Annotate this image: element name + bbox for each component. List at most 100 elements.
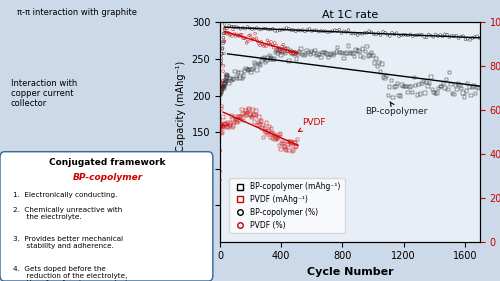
Point	[220, 84, 228, 89]
Point	[228, 77, 236, 81]
Point	[288, 51, 296, 55]
Point	[220, 39, 228, 43]
Point	[270, 131, 278, 136]
Point	[226, 121, 234, 125]
Point	[410, 75, 418, 80]
Point	[262, 130, 270, 135]
Point	[269, 136, 277, 140]
Point	[322, 51, 330, 55]
Point	[457, 34, 465, 39]
Point	[240, 74, 248, 78]
Point	[270, 133, 278, 137]
Point	[220, 81, 228, 85]
Point	[220, 31, 228, 36]
Point	[256, 123, 264, 127]
Point	[217, 62, 225, 66]
Point	[220, 39, 228, 44]
Point	[241, 26, 249, 31]
Point	[274, 29, 281, 33]
Point	[220, 86, 228, 90]
Point	[386, 34, 394, 38]
Point	[232, 117, 240, 122]
Point	[412, 83, 420, 88]
Point	[436, 84, 444, 89]
Point	[216, 116, 224, 121]
Point	[254, 61, 262, 65]
Point	[216, 130, 224, 135]
Point	[233, 120, 241, 125]
Point	[448, 91, 456, 96]
Point	[258, 58, 266, 63]
Point	[219, 39, 227, 44]
Point	[363, 31, 371, 35]
Point	[225, 123, 233, 127]
Point	[242, 41, 250, 45]
Point	[311, 48, 319, 53]
Point	[442, 78, 450, 82]
Point	[261, 126, 269, 131]
Point	[268, 132, 276, 136]
Point	[236, 26, 244, 31]
Point	[290, 140, 298, 144]
Point	[234, 76, 241, 81]
Point	[266, 124, 274, 129]
Point	[218, 47, 226, 51]
Point	[236, 34, 244, 38]
Point	[270, 46, 278, 50]
Point	[218, 46, 226, 50]
Point	[220, 64, 228, 68]
Point	[376, 70, 384, 74]
Point	[250, 120, 258, 124]
Point	[262, 60, 270, 65]
Point	[260, 135, 268, 140]
Point	[226, 33, 234, 37]
Point	[228, 34, 236, 38]
Point	[430, 35, 438, 39]
Point	[284, 46, 292, 51]
Point	[342, 51, 349, 55]
Point	[276, 28, 283, 33]
Point	[218, 124, 226, 129]
Point	[229, 27, 237, 32]
Point	[248, 36, 256, 41]
Point	[277, 49, 285, 53]
Point	[267, 127, 275, 131]
Point	[255, 115, 263, 119]
Point	[330, 28, 338, 32]
Point	[248, 27, 256, 31]
Point	[241, 114, 249, 118]
Point	[324, 30, 332, 35]
Point	[236, 114, 244, 119]
Point	[272, 43, 280, 48]
Point	[290, 148, 298, 152]
Point	[218, 130, 226, 134]
Point	[264, 27, 272, 32]
Point	[346, 51, 354, 56]
Point	[269, 57, 277, 62]
Point	[326, 52, 334, 57]
Point	[218, 52, 226, 56]
Point	[219, 41, 227, 46]
Point	[281, 144, 289, 149]
Point	[262, 26, 270, 31]
Point	[303, 48, 311, 53]
Text: BP-copolymer: BP-copolymer	[72, 173, 142, 182]
Point	[362, 49, 370, 54]
Point	[422, 80, 430, 85]
Point	[248, 115, 256, 120]
Point	[239, 111, 247, 115]
Point	[464, 37, 472, 41]
Point	[369, 53, 377, 58]
Point	[278, 141, 286, 146]
Point	[253, 68, 261, 72]
Point	[332, 50, 340, 54]
Point	[256, 119, 264, 124]
Point	[378, 62, 386, 66]
Point	[287, 140, 295, 144]
Point	[230, 120, 238, 124]
Point	[298, 28, 306, 32]
Point	[277, 147, 285, 152]
Point	[264, 133, 272, 137]
Point	[468, 85, 476, 89]
Point	[340, 29, 348, 33]
